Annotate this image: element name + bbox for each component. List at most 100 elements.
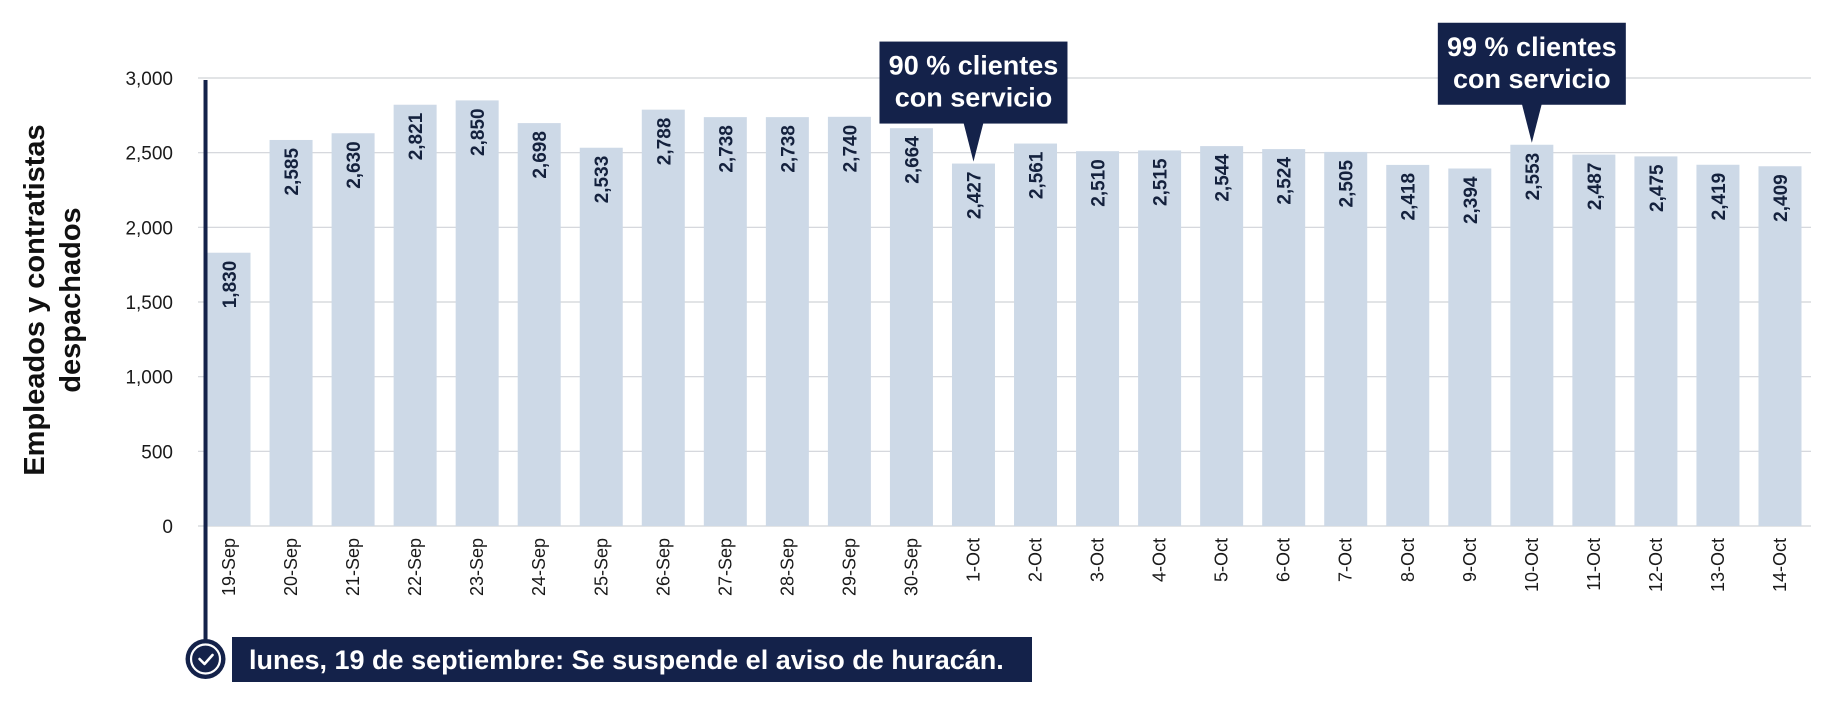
bar bbox=[1324, 151, 1368, 527]
bar-value-label: 2,664 bbox=[902, 136, 923, 184]
bar-value-label: 2,698 bbox=[530, 131, 551, 179]
x-tick-label: 11-Oct bbox=[1584, 538, 1604, 591]
bar bbox=[1634, 156, 1678, 526]
x-tick-label: 13-Oct bbox=[1708, 538, 1728, 592]
y-axis-ticks: 0 500 1,000 1,500 2,000 2,500 3,000 bbox=[125, 69, 173, 538]
bar bbox=[579, 147, 623, 527]
bar bbox=[207, 252, 251, 526]
bar bbox=[1138, 150, 1182, 526]
data-labels: 1,830 2,585 2,630 2,821 2,850 2,698 2,533 2,788… bbox=[220, 108, 1792, 308]
x-tick-label: 5-Oct bbox=[1212, 538, 1232, 582]
bar bbox=[827, 116, 871, 527]
bar-value-label: 2,788 bbox=[654, 118, 675, 166]
bar-value-label: 2,427 bbox=[964, 172, 985, 220]
x-tick-label: 23-Sep bbox=[467, 538, 487, 596]
x-tick-label: 21-Sep bbox=[343, 538, 363, 596]
x-tick-label: 28-Sep bbox=[777, 538, 797, 596]
bar bbox=[331, 133, 375, 526]
y-tick-label: 3,000 bbox=[125, 69, 173, 90]
callout-box bbox=[1437, 22, 1626, 105]
bar-value-label: 2,409 bbox=[1771, 174, 1792, 222]
bar-value-label: 2,515 bbox=[1151, 158, 1172, 206]
bar-value-label: 2,524 bbox=[1275, 157, 1296, 205]
check-circle-icon bbox=[185, 639, 226, 679]
y-tick-label: 500 bbox=[141, 442, 173, 463]
bar-value-label: 2,740 bbox=[840, 125, 861, 173]
bars bbox=[207, 100, 1802, 527]
bar bbox=[269, 139, 313, 526]
gridlines bbox=[198, 77, 1811, 527]
bar-value-label: 2,487 bbox=[1585, 163, 1606, 211]
x-tick-label: 10-Oct bbox=[1522, 538, 1542, 592]
x-tick-label: 6-Oct bbox=[1274, 538, 1294, 582]
bar bbox=[1510, 144, 1554, 526]
event-note: lunes, 19 de septiembre: Se suspende el … bbox=[232, 637, 1032, 682]
y-tick-label: 0 bbox=[162, 517, 173, 538]
event-note-text: lunes, 19 de septiembre: Se suspende el … bbox=[249, 645, 1004, 675]
x-tick-label: 3-Oct bbox=[1088, 538, 1108, 582]
x-tick-label: 19-Sep bbox=[219, 538, 239, 596]
x-tick-label: 2-Oct bbox=[1026, 538, 1046, 582]
event-marker: lunes, 19 de septiembre: Se suspende el … bbox=[185, 80, 1032, 682]
x-tick-label: 20-Sep bbox=[281, 538, 301, 596]
y-tick-label: 1,500 bbox=[125, 293, 173, 314]
bar bbox=[517, 123, 561, 526]
bar bbox=[1572, 154, 1616, 526]
y-axis-title-line-2: despachados bbox=[55, 207, 87, 392]
callout-text: 90 % clientes bbox=[889, 51, 1059, 81]
bar bbox=[455, 100, 499, 527]
x-tick-label: 4-Oct bbox=[1150, 538, 1170, 582]
bar bbox=[1386, 164, 1430, 527]
bar-value-label: 2,630 bbox=[344, 141, 365, 189]
x-tick-label: 25-Sep bbox=[591, 538, 611, 596]
bar bbox=[641, 109, 685, 527]
bar-value-label: 2,738 bbox=[778, 125, 799, 173]
x-tick-label: 7-Oct bbox=[1336, 538, 1356, 582]
x-tick-label: 14-Oct bbox=[1770, 538, 1790, 592]
bar-value-label: 2,585 bbox=[282, 148, 303, 196]
bar-value-label: 2,505 bbox=[1337, 159, 1358, 207]
bar bbox=[1076, 151, 1120, 526]
callout-text: 99 % clientes bbox=[1447, 32, 1617, 62]
bar-value-label: 2,561 bbox=[1027, 151, 1048, 199]
bar-value-label: 2,510 bbox=[1089, 159, 1110, 207]
bar-value-label: 2,419 bbox=[1709, 173, 1730, 221]
y-axis-title-line-1: Empleados y contratistas bbox=[19, 124, 51, 475]
x-tick-label: 1-Oct bbox=[963, 538, 983, 582]
x-tick-label: 24-Sep bbox=[529, 538, 549, 596]
y-tick-label: 2,500 bbox=[125, 144, 173, 165]
bar-value-label: 2,821 bbox=[406, 112, 427, 160]
bar-value-label: 2,738 bbox=[716, 125, 737, 173]
bar-value-label: 2,418 bbox=[1399, 173, 1420, 221]
bar bbox=[889, 128, 933, 526]
callout-text: con servicio bbox=[895, 83, 1053, 113]
bar bbox=[1448, 168, 1492, 526]
bar bbox=[703, 117, 747, 526]
bar-value-label: 2,544 bbox=[1213, 154, 1234, 202]
bar bbox=[1262, 149, 1306, 526]
y-tick-label: 1,000 bbox=[125, 368, 173, 389]
bar-value-label: 1,830 bbox=[220, 261, 241, 309]
event-note-box bbox=[232, 637, 1032, 682]
bar bbox=[1200, 146, 1244, 526]
callout-text: con servicio bbox=[1453, 64, 1611, 94]
x-tick-label: 29-Sep bbox=[839, 538, 859, 596]
callout-box bbox=[879, 41, 1068, 124]
bar-value-label: 2,475 bbox=[1647, 164, 1668, 212]
x-tick-label: 22-Sep bbox=[405, 538, 425, 596]
bar bbox=[1758, 166, 1802, 527]
y-axis-title: Empleados y contratistas despachados bbox=[19, 124, 87, 475]
x-tick-label: 26-Sep bbox=[653, 538, 673, 596]
x-tick-label: 27-Sep bbox=[715, 538, 735, 596]
callout-pointer bbox=[1521, 103, 1542, 143]
x-tick-label: 30-Sep bbox=[901, 538, 921, 596]
bar bbox=[765, 117, 809, 526]
bar bbox=[1014, 143, 1058, 527]
bar-value-label: 2,850 bbox=[468, 108, 489, 156]
bar bbox=[951, 163, 995, 526]
x-axis-ticks: 19-Sep 20-Sep 21-Sep 22-Sep 23-Sep 24-Sep 25-S… bbox=[219, 538, 1790, 596]
y-tick-label: 2,000 bbox=[125, 218, 173, 239]
